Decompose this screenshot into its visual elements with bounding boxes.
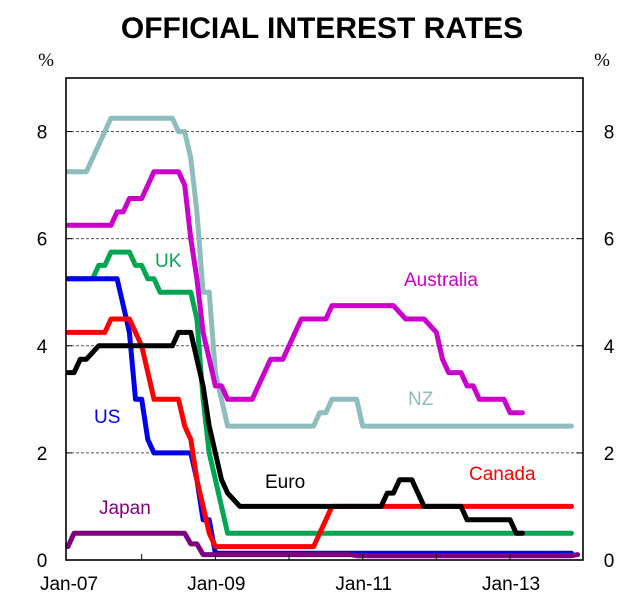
chart-title: OFFICIAL INTEREST RATES xyxy=(121,12,523,45)
label-canada: Canada xyxy=(469,464,536,485)
ytick-label-left: 0 xyxy=(37,551,48,572)
axis-ticks: 0 0 2 2 4 4 6 6 8 8 Jan-07 Jan-09 Jan-11 Jan-13 xyxy=(37,123,615,595)
ytick-label-right: 2 xyxy=(604,444,615,465)
series-lines xyxy=(65,115,581,559)
ytick-label-right: 6 xyxy=(604,230,615,251)
y-axis-unit-right: % xyxy=(594,50,610,71)
label-us: US xyxy=(94,407,120,428)
label-japan: Japan xyxy=(99,498,151,519)
label-uk: UK xyxy=(155,251,182,272)
plot-frame xyxy=(65,77,584,561)
y-axis-unit-left: % xyxy=(38,50,54,71)
xtick-label: Jan-11 xyxy=(335,574,392,595)
series-line-uk xyxy=(65,249,574,536)
ytick-label-right: 4 xyxy=(604,337,615,358)
xtick-label: Jan-09 xyxy=(187,574,245,595)
ytick-label-right: 8 xyxy=(604,123,615,144)
label-australia: Australia xyxy=(404,270,478,291)
label-nz: NZ xyxy=(408,389,434,410)
ytick-label-left: 4 xyxy=(37,337,48,358)
xtick-label: Jan-07 xyxy=(40,574,98,595)
ytick-label-left: 8 xyxy=(37,123,48,144)
ytick-label-right: 0 xyxy=(604,551,615,572)
series-line-japan xyxy=(65,530,581,559)
ytick-label-left: 6 xyxy=(37,230,48,251)
label-euro: Euro xyxy=(265,472,305,493)
xtick-label: Jan-13 xyxy=(482,574,540,595)
series-line-canada xyxy=(65,316,574,550)
series-line-australia xyxy=(65,169,525,416)
series-line-nz xyxy=(65,115,574,429)
ytick-label-left: 2 xyxy=(37,444,48,465)
series-line-euro xyxy=(65,329,525,536)
series-labels: UK Australia NZ US Euro Canada Japan xyxy=(94,251,536,519)
